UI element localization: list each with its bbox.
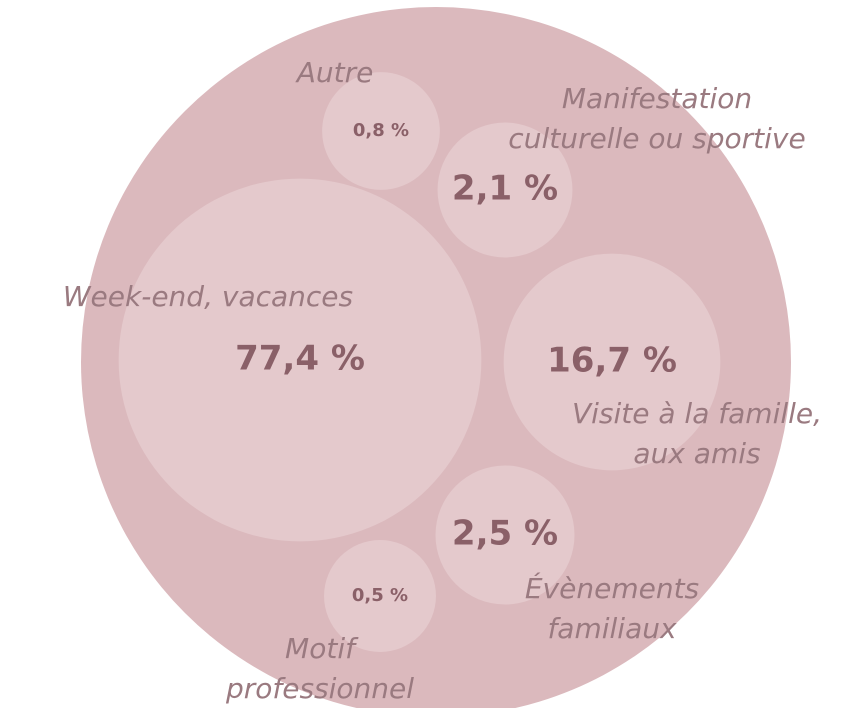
value-label: 2,5 % [452,514,558,554]
category-label: Évènements familiaux [525,571,699,645]
value-label: 0,5 % [352,585,408,606]
value-label: 16,7 % [547,341,677,381]
bubble [503,253,721,471]
bubble [322,72,440,190]
label-line: Autre [295,56,374,89]
bubble [324,540,436,652]
category-label: Visite à la famille, aux amis [572,397,822,470]
label-line: Évènements [525,571,699,605]
category-label: Autre [295,56,374,89]
category-label: Motif professionnel [225,632,414,705]
bubble [437,122,573,258]
value-label: 2,1 % [452,169,558,209]
value-label: 77,4 % [235,339,365,379]
label-line: aux amis [633,437,760,470]
category-label: Week-end, vacances [63,280,353,313]
label-line: familiaux [547,612,677,645]
label-line: Motif [285,632,359,665]
label-line: Manifestation [562,82,752,115]
label-line: Visite à la famille, [572,397,822,430]
label-line: culturelle ou sportive [508,122,805,155]
category-label: Manifestation culturelle ou sportive [508,82,805,155]
bubble [435,465,575,605]
value-label: 0,8 % [353,120,409,141]
bubble [118,178,482,542]
label-line: professionnel [225,672,414,705]
label-line: Week-end, vacances [63,280,353,313]
